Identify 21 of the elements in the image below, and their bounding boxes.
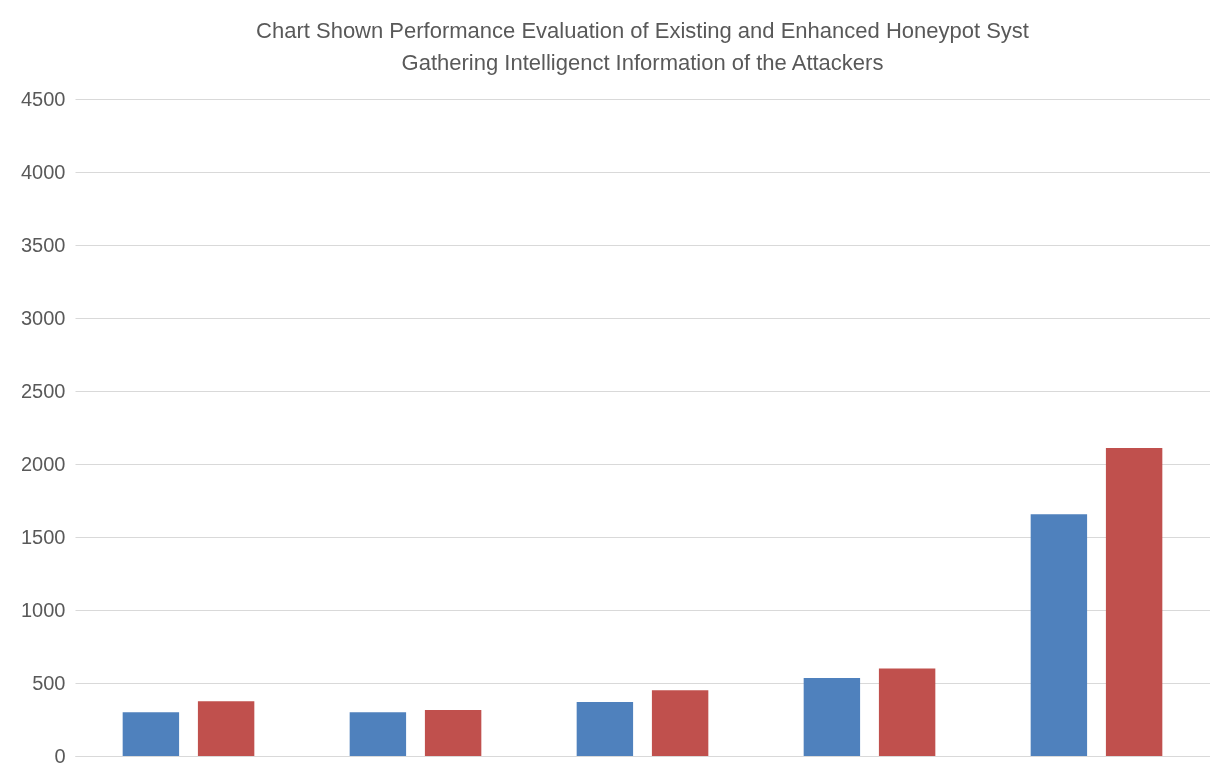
y-tick-label: 500	[32, 671, 66, 694]
y-tick-label: 4500	[21, 87, 66, 110]
y-tick-label: 1000	[21, 598, 66, 621]
y-tick-label: 0	[54, 744, 66, 767]
bar	[576, 701, 634, 756]
bar	[197, 701, 255, 756]
y-tick-label: 2500	[21, 379, 66, 402]
bar	[424, 710, 482, 756]
bar	[349, 712, 407, 756]
y-tick-label: 2000	[21, 452, 66, 475]
bar	[1105, 447, 1163, 756]
bar	[122, 712, 180, 756]
bar	[1030, 514, 1088, 756]
bar	[651, 690, 709, 756]
chart-title: Chart Shown Performance Evaluation of Existing and Enhanced Honeypot Syst Gathering Intelligenct Information of the Attackers	[256, 18, 1029, 75]
y-tick-label: 4000	[21, 160, 66, 183]
y-tick-label: 3500	[21, 233, 66, 256]
y-tick-label: 1500	[21, 525, 66, 548]
y-tick-label: 3000	[21, 306, 66, 329]
bar	[803, 677, 861, 756]
bar	[878, 668, 936, 756]
